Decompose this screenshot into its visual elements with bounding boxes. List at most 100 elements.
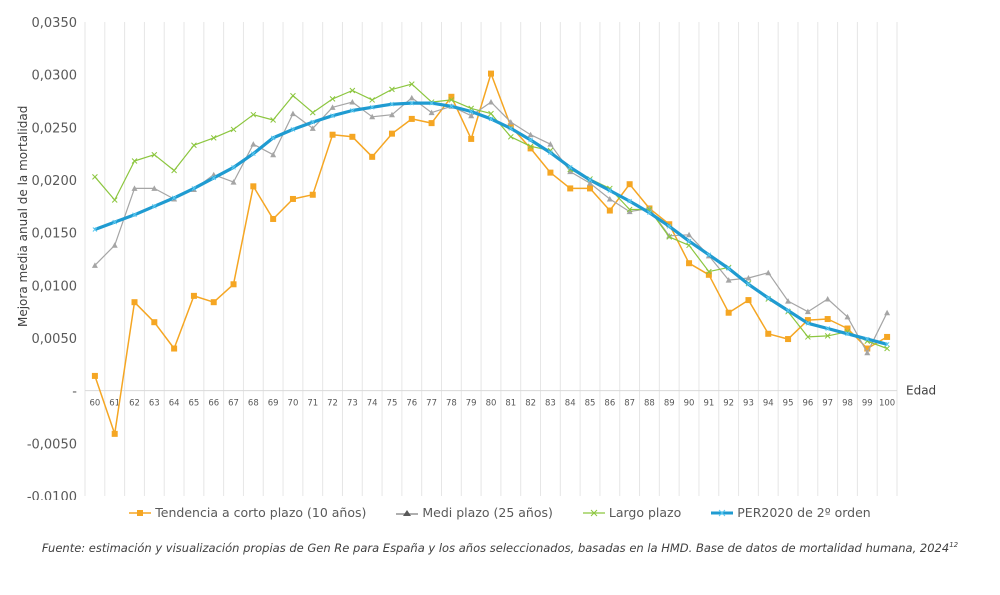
data-point <box>666 234 673 240</box>
y-tick-label: 0,0200 <box>32 174 78 189</box>
data-point <box>250 141 257 147</box>
data-point <box>408 81 415 88</box>
data-point <box>845 331 850 337</box>
data-point <box>210 299 217 306</box>
legend-item-medium-term[interactable]: Medi plazo (25 años) <box>396 505 553 520</box>
footnote-superscript: 12 <box>949 541 959 550</box>
data-point <box>626 206 633 213</box>
data-point <box>686 260 693 267</box>
source-footnote: Fuente: estimación y visualización propi… <box>0 541 1000 555</box>
y-tick-label: 0,0050 <box>32 332 78 347</box>
data-point <box>389 86 395 93</box>
data-point <box>844 325 851 332</box>
y-tick-label: 0,0250 <box>32 121 78 136</box>
data-point <box>528 137 533 143</box>
data-point <box>507 123 514 130</box>
x-axis-ticks: 60 61 62 63 64 65 66 67 68 69 70 71 72 73 74 75 76 77 78 79… <box>89 399 895 409</box>
x-tick-label: 83 <box>545 399 556 409</box>
data-point <box>745 274 752 281</box>
data-point <box>765 295 771 301</box>
x-tick-label: 72 <box>327 399 338 409</box>
x-tick-label: 97 <box>822 399 833 409</box>
data-point <box>329 131 336 138</box>
legend-item-long-term[interactable]: Largo plazo <box>582 505 682 520</box>
data-point <box>884 345 890 352</box>
x-tick-label: 79 <box>466 399 477 409</box>
y-tick-label: -0,0050 <box>27 437 77 452</box>
data-point <box>151 203 157 209</box>
data-point <box>409 100 415 106</box>
data-point <box>408 115 415 122</box>
x-tick-label: 93 <box>743 399 754 409</box>
data-point <box>349 133 356 140</box>
x-tick-label: 86 <box>604 399 615 409</box>
data-point <box>785 298 792 304</box>
data-point <box>369 113 376 120</box>
x-tick-label: 94 <box>763 399 774 409</box>
x-tick-label: 90 <box>684 399 695 409</box>
data-point <box>884 341 890 347</box>
legend-item-short-term[interactable]: Tendencia a corto plazo (10 años) <box>129 505 366 520</box>
data-point <box>527 145 534 152</box>
x-tick-label: 89 <box>664 399 675 409</box>
data-point <box>666 221 673 228</box>
data-point <box>805 334 811 340</box>
data-point <box>527 143 534 150</box>
data-point <box>805 320 811 326</box>
data-point <box>408 94 415 101</box>
data-point <box>785 308 791 313</box>
data-point <box>488 70 494 77</box>
legend-label: Largo plazo <box>608 505 682 520</box>
data-point <box>705 271 712 278</box>
legend-item-per2020[interactable]: PER2020 de 2º orden <box>711 505 871 520</box>
x-tick-label: 67 <box>228 399 239 409</box>
data-point <box>627 198 632 204</box>
data-point <box>91 262 98 268</box>
data-point <box>804 317 811 324</box>
data-point <box>388 130 395 137</box>
data-point <box>309 191 316 198</box>
y-tick-label: -0,0100 <box>27 490 77 500</box>
chart: 0,0350 0,0300 0,0250 0,0200 0,0150 0,0100 0,00… <box>16 16 936 500</box>
data-point <box>507 119 514 125</box>
data-point <box>626 208 633 215</box>
x-tick-label: 74 <box>367 399 378 409</box>
x-tick-label: 61 <box>109 399 120 409</box>
y-tick-label: - <box>72 385 77 400</box>
data-point <box>171 195 177 201</box>
data-point <box>350 108 355 113</box>
x-marker-icon <box>711 507 734 519</box>
x-tick-label: 76 <box>406 399 417 409</box>
data-point <box>250 111 257 118</box>
data-point <box>686 238 692 244</box>
data-point <box>765 269 772 276</box>
series-2 <box>92 81 890 352</box>
y-tick-label: 0,0300 <box>32 69 78 84</box>
series-0 <box>91 70 891 437</box>
x-tick-label: 84 <box>565 399 576 409</box>
data-point <box>864 349 871 356</box>
data-point <box>289 195 296 202</box>
data-point <box>388 111 395 118</box>
data-point <box>289 110 296 117</box>
data-point <box>230 126 237 133</box>
data-point <box>428 109 435 116</box>
triangle-marker-icon <box>396 507 419 519</box>
data-point <box>369 153 376 160</box>
data-point <box>91 372 98 379</box>
data-point <box>132 212 137 218</box>
data-point <box>548 150 553 155</box>
data-point <box>824 333 831 339</box>
data-point <box>310 119 316 125</box>
data-point <box>131 185 138 191</box>
x-tick-label: 95 <box>783 399 794 409</box>
data-point <box>191 186 197 191</box>
data-point <box>785 336 792 343</box>
legend-label: PER2020 de 2º orden <box>737 505 871 520</box>
data-point <box>825 326 831 331</box>
x-tick-label: 69 <box>268 399 279 409</box>
data-point <box>745 297 752 304</box>
data-point <box>369 97 376 103</box>
data-point <box>884 333 891 340</box>
data-point <box>567 165 573 170</box>
